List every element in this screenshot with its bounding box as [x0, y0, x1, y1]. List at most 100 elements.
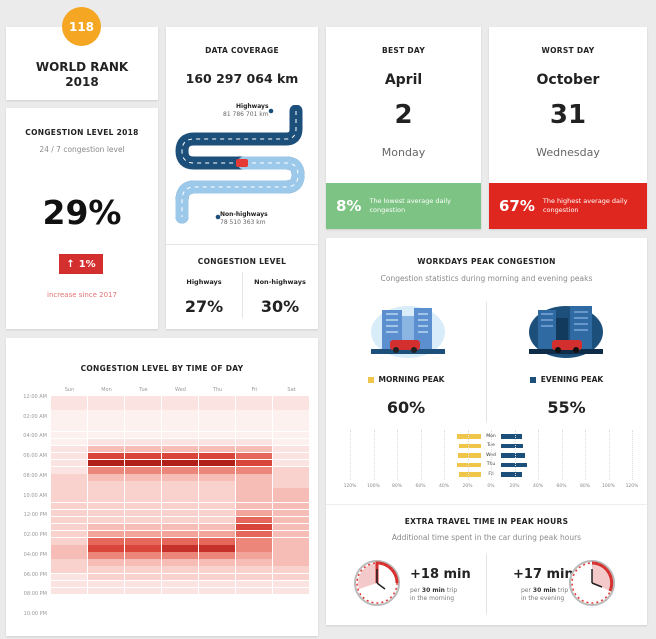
morning-legend-swatch — [367, 376, 374, 383]
heatmap-cell — [162, 516, 198, 524]
heatmap-cell — [236, 516, 272, 524]
heatmap-cell — [125, 431, 161, 438]
heatmap-cell — [199, 502, 235, 509]
heatmap-cell — [236, 467, 272, 474]
peak-title: WORKDAYS PEAK CONGESTION — [417, 257, 556, 266]
heatmap-cell — [125, 438, 161, 446]
heatmap-cell — [273, 403, 309, 410]
heatmap-cell — [88, 516, 124, 524]
grid-line — [350, 430, 351, 480]
heatmap-cell — [125, 545, 161, 552]
evening-clock-icon — [569, 560, 615, 606]
heatmap-cell — [125, 573, 161, 580]
grid-line — [538, 430, 539, 480]
heatmap-cell — [199, 516, 235, 524]
heatmap-cell — [88, 403, 124, 410]
heatmap-cell — [273, 530, 309, 538]
heatmap-cell — [51, 424, 87, 431]
heatmap-cell — [199, 566, 235, 573]
heatmap-cell — [125, 445, 161, 453]
heatmap-time-label: 12:00 PM — [23, 512, 47, 519]
best-day-note: The lowest average daily congestion — [369, 197, 451, 214]
heatmap-cell — [199, 424, 235, 431]
heatmap-cell — [88, 495, 124, 502]
extra-time-title: EXTRA TRAVEL TIME IN PEAK HOURS — [404, 517, 569, 526]
worst-day-weekday: Wednesday — [536, 146, 600, 159]
axis-tick-label: 60% — [556, 484, 567, 489]
evening-extra-time: +17 min — [513, 567, 574, 582]
heatmap-cell — [273, 538, 309, 545]
highways-value: 81 786 701 km — [223, 111, 269, 118]
heatmap-cell — [236, 417, 272, 424]
heatmap-cell — [199, 495, 235, 502]
heatmap-cell — [273, 509, 309, 517]
axis-tick-label: 100% — [602, 484, 615, 489]
heatmap-cell — [162, 573, 198, 580]
heatmap-cell — [162, 474, 198, 481]
congestion-change-note: increase since 2017 — [47, 291, 117, 299]
morning-extra-time: +18 min — [410, 567, 471, 582]
heatmap-cell — [88, 538, 124, 545]
heatmap-cell — [88, 424, 124, 431]
heatmap-cell — [273, 474, 309, 481]
heatmap-cell — [273, 431, 309, 438]
world-rank-year: 2018 — [65, 75, 99, 89]
heatmap-cell — [51, 474, 87, 481]
heatmap-cell — [125, 424, 161, 431]
axis-tick-label: 80% — [391, 484, 402, 489]
heatmap-time-label: 12:00 AM — [23, 394, 47, 400]
heatmap-cell — [273, 417, 309, 424]
heatmap-cell — [236, 559, 272, 566]
congestion-change-badge: ↑ 1% — [59, 254, 103, 274]
grid-line — [608, 430, 610, 480]
heatmap-cell — [236, 552, 272, 559]
heatmap-cell — [199, 545, 235, 552]
heatmap-cell — [51, 587, 87, 595]
heatmap-cell — [273, 488, 309, 495]
heatmap-day-label: Mon — [101, 387, 112, 393]
best-day-card: BEST DAY April 2 Monday 8% The lowest av… — [326, 27, 481, 229]
heatmap-cell — [236, 573, 272, 580]
morning-city-illustration — [371, 306, 445, 358]
axis-tick-label: 120% — [343, 484, 357, 489]
heatmap-cell — [88, 417, 124, 424]
heatmap-cell — [273, 559, 309, 566]
axis-tick-label: 0% — [487, 484, 495, 489]
heatmap-cell — [162, 417, 198, 424]
heatmap-cell — [88, 459, 124, 467]
heatmap-cell — [125, 452, 161, 460]
heatmap-cell — [51, 396, 87, 403]
heatmap-cell — [51, 417, 87, 424]
heatmap-cell — [88, 467, 124, 474]
heatmap-cell — [199, 474, 235, 481]
heatmap-cell — [273, 580, 309, 588]
grid-line — [585, 430, 586, 480]
heatmap-cell — [273, 573, 309, 580]
heatmap-cell — [273, 552, 309, 559]
grid-line — [397, 430, 398, 480]
peak-subtitle: Congestion statistics during morning and… — [380, 274, 593, 283]
heatmap-cell — [199, 509, 235, 517]
heatmap-cell — [236, 509, 272, 517]
evening-peak-label-text: EVENING PEAK — [540, 375, 604, 384]
peak-bar-chart: Mon Tue Wed Thu Fri 120% 100% 80% 60% 40% 20% 0% 20%… — [326, 428, 647, 498]
heatmap-time-label: 06:00 PM — [23, 571, 47, 578]
heatmap-cell — [162, 495, 198, 502]
heatmap-cell — [162, 488, 198, 495]
heatmap-cell — [125, 417, 161, 424]
heatmap-day-label: Wed — [175, 387, 186, 393]
world-rank-title: WORLD RANK — [35, 60, 129, 74]
heatmap-cell — [162, 509, 198, 517]
heatmap-cell — [236, 545, 272, 552]
heatmap-cell — [199, 452, 235, 460]
heatmap-cell — [125, 559, 161, 566]
evening-bar — [501, 434, 522, 439]
road-congestion-title: CONGESTION LEVEL — [197, 257, 287, 266]
heatmap-day-label: Sat — [287, 387, 296, 393]
morning-bar — [458, 443, 481, 448]
heatmap-time-label: 06:00 AM — [23, 453, 47, 460]
heatmap-cell — [199, 438, 235, 446]
heatmap-cell — [88, 410, 124, 417]
heatmap-cell — [162, 545, 198, 552]
congestion-level-card: CONGESTION LEVEL 2018 24 / 7 congestion … — [6, 108, 158, 329]
